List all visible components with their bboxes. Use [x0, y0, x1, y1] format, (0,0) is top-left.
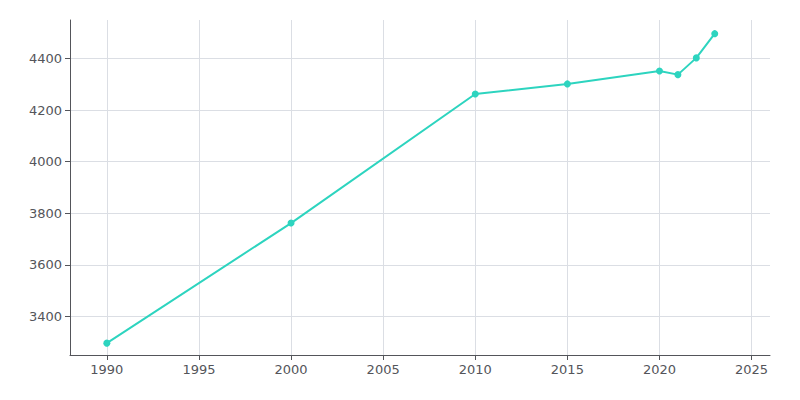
svg-text:3400: 3400 [29, 309, 62, 324]
svg-text:1995: 1995 [182, 362, 215, 377]
svg-text:2025: 2025 [735, 362, 768, 377]
svg-text:4400: 4400 [29, 51, 62, 66]
svg-text:2000: 2000 [275, 362, 308, 377]
svg-text:2015: 2015 [551, 362, 584, 377]
svg-text:2010: 2010 [459, 362, 492, 377]
svg-text:3800: 3800 [29, 206, 62, 221]
svg-text:2005: 2005 [367, 362, 400, 377]
svg-text:3600: 3600 [29, 257, 62, 272]
svg-text:4000: 4000 [29, 154, 62, 169]
svg-text:4200: 4200 [29, 103, 62, 118]
svg-text:2020: 2020 [643, 362, 676, 377]
svg-text:1990: 1990 [90, 362, 123, 377]
